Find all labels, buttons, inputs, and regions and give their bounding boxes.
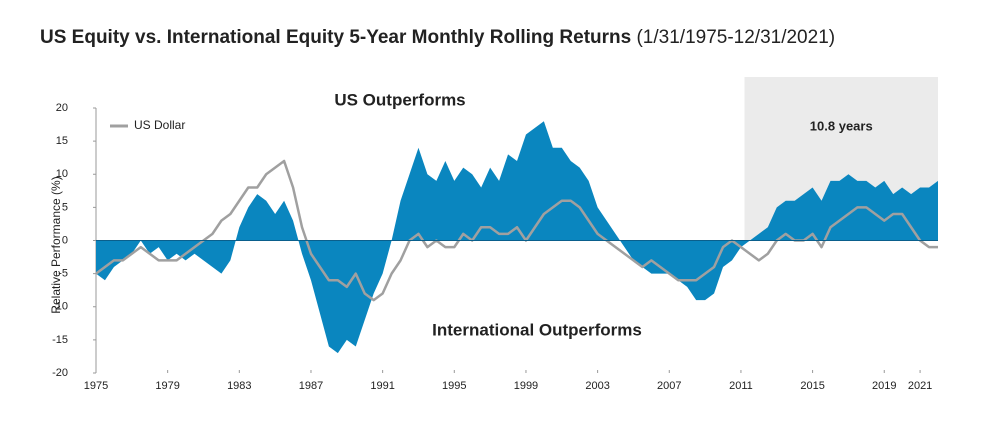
y-tick-label: -15 xyxy=(52,334,68,346)
legend-label: US Dollar xyxy=(134,118,185,132)
x-tick-label: 1999 xyxy=(514,380,538,392)
plot-area: 10.8 years -20 -15 -10 -5 0 5 10 15 20 1975 1979 198… xyxy=(52,77,938,392)
highlight-label: 10.8 years xyxy=(810,118,873,133)
x-tick-label: 2019 xyxy=(872,380,896,392)
x-tick-label: 1991 xyxy=(370,380,394,392)
x-tick-label: 2007 xyxy=(657,380,681,392)
x-tick-label: 2011 xyxy=(729,380,753,392)
x-tick-label: 2003 xyxy=(585,380,609,392)
x-tick-label: 2015 xyxy=(800,380,824,392)
x-tick-label: 1995 xyxy=(442,380,466,392)
y-tick-label: 15 xyxy=(56,135,68,147)
y-tick-label: 20 xyxy=(56,102,68,114)
y-tick-label: -10 xyxy=(52,301,68,313)
y-tick-label: -5 xyxy=(58,268,68,280)
y-tick-label: -20 xyxy=(52,367,68,379)
annotation: International Outperforms xyxy=(432,320,642,339)
title-main: US Equity vs. International Equity 5-Yea… xyxy=(40,27,631,48)
chart-title: US Equity vs. International Equity 5-Yea… xyxy=(40,27,835,48)
annotation: US Outperforms xyxy=(334,90,465,109)
x-tick-label: 1975 xyxy=(84,380,108,392)
y-tick-label: 10 xyxy=(56,168,68,180)
y-tick-label: 0 xyxy=(62,234,68,246)
x-tick-label: 1983 xyxy=(227,380,251,392)
x-tick-label: 1987 xyxy=(299,380,323,392)
y-tick-label: 5 xyxy=(62,201,68,213)
area xyxy=(96,121,938,354)
subtitle: (1/31/1975-12/31/2021) xyxy=(636,27,835,48)
y-axis-label: Relative Performance (%) xyxy=(49,176,63,313)
x-tick-label: 1979 xyxy=(155,380,179,392)
x-tick-label: 2021 xyxy=(908,380,932,392)
